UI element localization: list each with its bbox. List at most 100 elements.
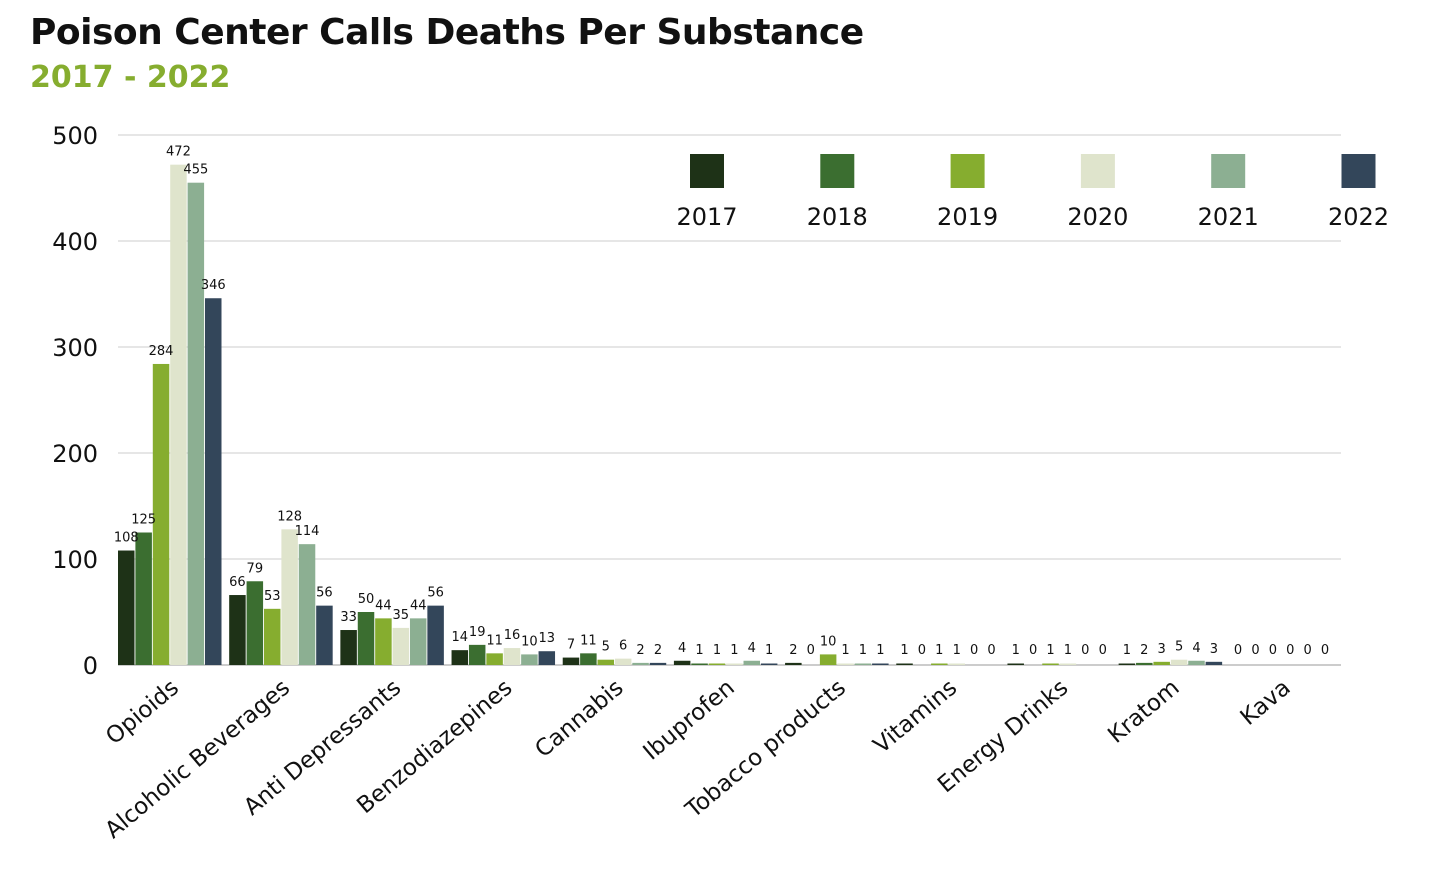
x-tick-label: Cannabis [530, 675, 628, 763]
bar [427, 605, 444, 665]
bar [1007, 663, 1024, 665]
bar [649, 662, 667, 665]
data-label: 79 [247, 561, 264, 576]
data-label: 0 [1081, 643, 1089, 658]
bar [486, 653, 503, 665]
data-label: 3 [1210, 642, 1218, 657]
bar [760, 663, 778, 665]
data-label: 10 [820, 634, 837, 649]
bar [673, 660, 691, 665]
data-label: 44 [410, 598, 427, 613]
data-label: 13 [539, 631, 556, 646]
data-label: 0 [1099, 643, 1107, 658]
data-label: 0 [1269, 643, 1277, 658]
data-label: 5 [1175, 640, 1183, 655]
bar [1170, 659, 1188, 665]
bar [708, 663, 726, 665]
x-tick-label: Kava [1236, 675, 1296, 731]
data-label: 4 [678, 641, 686, 656]
bar [316, 605, 333, 665]
data-label: 0 [1029, 643, 1037, 658]
data-label: 0 [1321, 643, 1329, 658]
y-tick-label: 500 [52, 122, 98, 150]
data-label: 1 [765, 643, 773, 658]
bar [931, 663, 948, 665]
data-label: 284 [149, 344, 174, 359]
data-label: 1 [1123, 643, 1131, 658]
bar [819, 654, 837, 665]
data-label: 1 [730, 643, 738, 658]
bar [409, 618, 427, 665]
bar [357, 612, 375, 665]
bar [743, 660, 761, 665]
y-tick-label: 400 [52, 228, 98, 256]
bar [1136, 662, 1153, 665]
bar [152, 363, 170, 665]
chart-subtitle: 2017 - 2022 [30, 60, 231, 95]
bar [854, 663, 872, 665]
bar [1188, 660, 1205, 665]
legend-swatch [950, 154, 985, 188]
data-label: 1 [1046, 643, 1054, 658]
data-label: 455 [183, 163, 208, 178]
data-label: 1 [876, 643, 884, 658]
bar [538, 651, 556, 665]
data-label: 0 [987, 643, 995, 658]
bar [187, 182, 205, 665]
data-label: 3 [1158, 642, 1166, 657]
data-label: 1 [713, 643, 721, 658]
data-label: 19 [469, 625, 486, 640]
data-label: 472 [166, 145, 191, 160]
y-tick-label: 200 [52, 440, 98, 468]
data-label: 11 [486, 633, 503, 648]
legend-label: 2017 [676, 203, 737, 231]
bar [1042, 663, 1059, 665]
bar [298, 544, 316, 665]
data-label: 346 [201, 278, 226, 293]
bar [1205, 661, 1223, 665]
data-label: 2 [789, 643, 797, 658]
data-label: 114 [295, 524, 320, 539]
data-label: 0 [1234, 643, 1242, 658]
bar [392, 627, 410, 665]
data-label: 0 [1251, 643, 1259, 658]
data-label: 1 [695, 643, 703, 658]
data-label: 33 [340, 610, 357, 625]
bar [521, 654, 538, 665]
bar [246, 581, 264, 665]
y-tick-label: 300 [52, 334, 98, 362]
x-tick-label: Ibuprofen [638, 675, 739, 766]
x-tick-label: Kratom [1103, 675, 1184, 749]
bar [1118, 663, 1136, 665]
data-label: 35 [393, 608, 410, 623]
bar [1153, 661, 1170, 665]
bar [205, 298, 222, 665]
data-label: 56 [316, 586, 333, 601]
legend-swatch [1341, 154, 1376, 188]
bar [118, 550, 135, 665]
data-label: 2 [654, 643, 662, 658]
legend: 2017 2018 2019 2020 2021 2022 [676, 154, 1389, 231]
legend-label: 2018 [807, 203, 868, 231]
chart-title: Poison Center Calls Deaths Per Substance [30, 12, 864, 53]
data-label: 4 [1192, 641, 1200, 656]
data-label: 1 [935, 643, 943, 658]
data-label: 53 [264, 589, 281, 604]
data-label: 1 [1064, 643, 1072, 658]
bar [785, 662, 802, 665]
bar [340, 630, 357, 665]
y-axis: 0 100 200 300 400 500 [52, 122, 98, 680]
data-label: 44 [375, 598, 392, 613]
bar [948, 663, 965, 665]
bar [837, 663, 854, 665]
bar [281, 529, 298, 665]
bar [375, 618, 392, 665]
legend-label: 2020 [1067, 203, 1128, 231]
bar [135, 532, 152, 665]
bar [632, 662, 649, 665]
y-tick-label: 0 [83, 652, 98, 680]
bar [562, 657, 580, 665]
